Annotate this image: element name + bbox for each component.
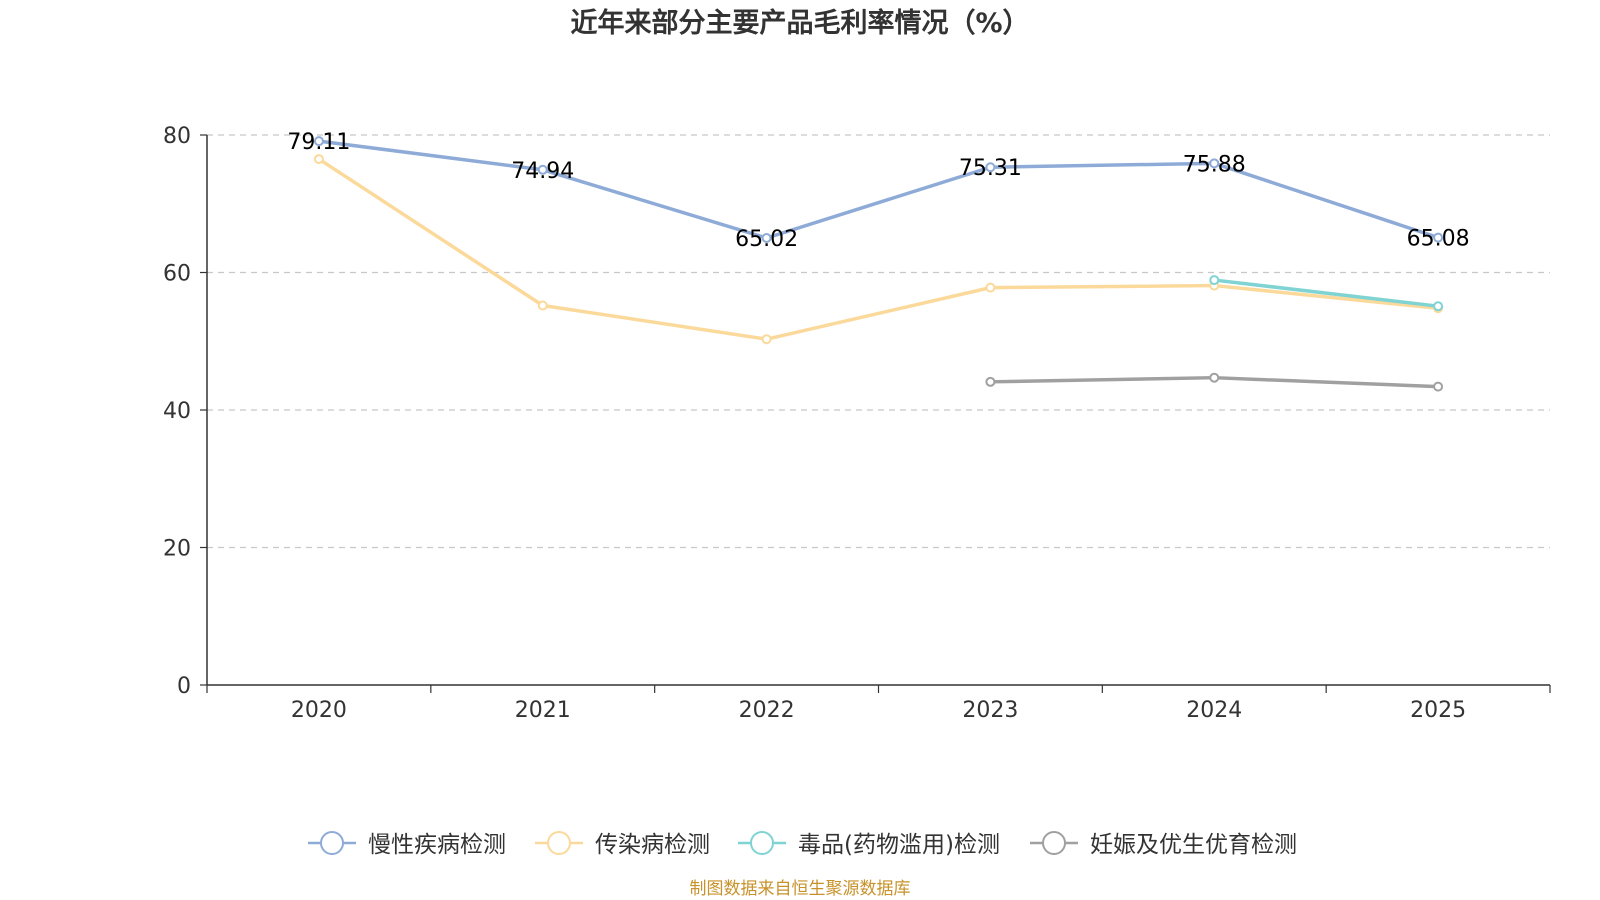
data-point — [313, 136, 324, 147]
axis-layer: 0 20 40 60 80 2020 2021 2022 2023 2024 2025 — [163, 124, 1551, 723]
legend-item: 毒品(药物滥用)检测 — [738, 831, 1000, 858]
chart-title: 近年来部分主要产品毛利率情况（%） — [570, 7, 1029, 39]
legend-marker-icon — [1042, 831, 1066, 855]
series-line-2 — [1214, 278, 1439, 308]
x-tick-label: 2023 — [962, 698, 1018, 723]
source-note: 制图数据来自恒生聚源数据库 — [690, 879, 911, 899]
data-point — [985, 282, 996, 293]
legend-item: 慢性疾病检测 — [308, 831, 506, 858]
legend: 慢性疾病检测 传染病检测 毒品(药物滥用)检测 妊娠及优生优育检测 — [308, 831, 1297, 858]
legend-item: 妊娠及优生优育检测 — [1030, 831, 1297, 858]
data-point — [761, 232, 772, 243]
x-tick-label: 2021 — [515, 698, 571, 723]
legend-label: 妊娠及优生优育检测 — [1090, 832, 1297, 858]
legend-marker-icon — [547, 831, 571, 855]
data-label-layer: 79.11 74.94 65.02 75.31 75.88 65.08 — [287, 130, 1469, 252]
data-point — [1209, 372, 1220, 383]
data-point — [1209, 275, 1220, 286]
legend-item: 传染病检测 — [535, 831, 710, 858]
x-tick-label: 2025 — [1410, 698, 1466, 723]
y-tick-label: 40 — [163, 399, 191, 424]
data-point — [1209, 158, 1220, 169]
legend-label: 慢性疾病检测 — [368, 832, 506, 858]
data-point — [1433, 381, 1444, 392]
grid-layer — [207, 134, 1550, 549]
data-point — [985, 376, 996, 387]
x-tick-label: 2022 — [739, 698, 795, 723]
series-line-0 — [318, 139, 1439, 240]
data-point — [985, 162, 996, 173]
data-point — [761, 334, 772, 345]
series-layer — [313, 136, 1444, 392]
legend-label: 毒品(药物滥用)检测 — [798, 832, 1000, 858]
data-label: 65.02 — [735, 227, 798, 252]
data-label: 75.31 — [959, 156, 1022, 181]
y-tick-label: 0 — [177, 674, 191, 699]
x-tick-label: 2020 — [291, 698, 347, 723]
data-label: 74.94 — [511, 159, 574, 184]
legend-label: 传染病检测 — [595, 832, 710, 858]
legend-marker-icon — [750, 831, 774, 855]
data-label: 75.88 — [1183, 152, 1246, 177]
data-point — [537, 164, 548, 175]
data-label: 79.11 — [287, 130, 350, 155]
data-point — [1433, 232, 1444, 243]
y-tick-label: 20 — [163, 537, 191, 562]
data-point — [313, 154, 324, 165]
legend-marker-icon — [320, 831, 344, 855]
x-tick-label: 2024 — [1186, 698, 1242, 723]
series-line-1 — [317, 157, 1439, 341]
data-point — [537, 300, 548, 311]
data-label: 65.08 — [1407, 227, 1470, 252]
data-point — [1433, 301, 1444, 312]
y-tick-label: 80 — [163, 124, 191, 149]
y-tick-label: 60 — [163, 262, 191, 287]
